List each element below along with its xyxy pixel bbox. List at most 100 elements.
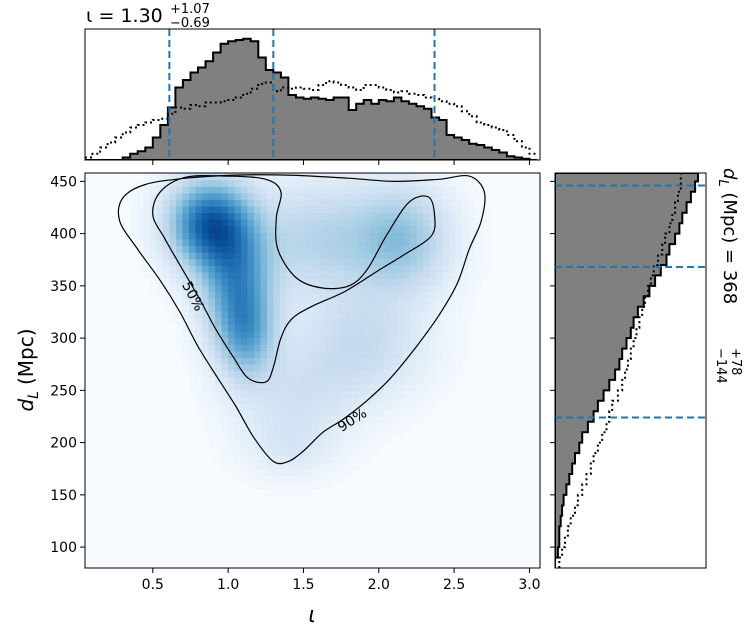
density-cell <box>338 173 346 181</box>
density-cell <box>397 219 405 227</box>
density-cell <box>416 344 424 352</box>
density-cell <box>312 416 320 424</box>
density-cell <box>176 245 184 253</box>
density-cell <box>306 436 314 444</box>
density-cell <box>319 186 327 194</box>
density-cell <box>273 462 281 470</box>
density-cell <box>410 357 418 365</box>
x-axis-label: ι <box>308 603 315 628</box>
density-cell <box>423 377 431 385</box>
density-cell <box>345 284 353 293</box>
density-cell <box>293 212 301 220</box>
density-cell <box>377 357 385 365</box>
density-cell <box>247 331 255 339</box>
density-cell <box>429 344 437 352</box>
density-cell <box>286 252 294 260</box>
density-cell <box>390 232 398 240</box>
density-cell <box>455 199 463 207</box>
density-cell <box>410 390 418 398</box>
density-cell <box>163 186 171 194</box>
density-cell <box>221 357 229 365</box>
density-cell <box>299 462 307 470</box>
density-cell <box>364 390 372 398</box>
density-cell <box>254 331 262 339</box>
density-cell <box>410 324 418 332</box>
density-cell <box>325 331 333 339</box>
density-cell <box>208 219 216 227</box>
density-cell <box>397 238 405 247</box>
density-cell <box>254 232 262 240</box>
density-cell <box>475 252 483 260</box>
density-cell <box>429 284 437 293</box>
density-cell <box>338 265 346 273</box>
density-cell <box>416 331 424 339</box>
density-cell <box>455 212 463 220</box>
density-cell <box>241 284 249 293</box>
density-cell <box>234 265 242 273</box>
density-cell <box>306 245 314 253</box>
density-cell <box>169 219 177 227</box>
density-cell <box>228 238 236 247</box>
density-cell <box>403 225 411 233</box>
density-cell <box>338 377 346 385</box>
density-cell <box>351 370 359 378</box>
density-cell <box>293 390 301 398</box>
density-cell <box>228 186 236 194</box>
density-cell <box>345 298 353 306</box>
density-cell <box>442 225 450 233</box>
density-cell <box>182 317 190 326</box>
density-cell <box>377 199 385 207</box>
density-cell <box>228 462 236 470</box>
density-cell <box>462 271 470 279</box>
density-cell <box>449 298 457 306</box>
density-cell <box>293 265 301 273</box>
density-cell <box>325 436 333 444</box>
density-cell <box>325 192 333 200</box>
density-cell <box>377 410 385 418</box>
density-cell <box>371 265 379 273</box>
density-cell <box>195 403 203 411</box>
density-cell <box>215 284 223 293</box>
density-cell <box>286 284 294 293</box>
density-cell <box>371 179 379 187</box>
density-cell <box>397 284 405 293</box>
density-cell <box>286 219 294 227</box>
density-cell <box>286 199 294 207</box>
top-title: ι = 1.30 <box>86 5 163 27</box>
density-cell <box>299 258 307 266</box>
density-cell <box>377 232 385 240</box>
density-cell <box>208 363 216 372</box>
density-cell <box>358 370 366 378</box>
density-cell <box>403 410 411 418</box>
density-cell <box>397 212 405 220</box>
x-tick-label: 0.5 <box>142 577 164 593</box>
density-cell <box>325 337 333 345</box>
density-cell <box>202 278 210 286</box>
density-cell <box>254 363 262 372</box>
density-cell <box>254 324 262 332</box>
density-cell <box>390 271 398 279</box>
right-hist-filled <box>555 173 699 568</box>
density-cell <box>377 291 385 299</box>
density-cell <box>293 482 301 490</box>
density-cell <box>410 298 418 306</box>
density-cell <box>332 449 340 457</box>
density-cell <box>397 252 405 260</box>
density-cell <box>319 370 327 378</box>
density-cell <box>332 271 340 279</box>
density-cell <box>163 173 171 181</box>
density-cell <box>208 436 216 444</box>
density-cell <box>189 212 197 220</box>
density-cell <box>273 291 281 299</box>
density-cell <box>364 416 372 424</box>
density-cell <box>299 370 307 378</box>
density-cell <box>208 383 216 391</box>
density-cell <box>364 357 372 365</box>
density-cell <box>325 410 333 418</box>
density-cell <box>364 449 372 457</box>
density-cell <box>130 205 138 214</box>
density-cell <box>241 212 249 220</box>
density-cell <box>429 278 437 286</box>
density-cell <box>358 212 366 220</box>
density-cell <box>384 344 392 352</box>
